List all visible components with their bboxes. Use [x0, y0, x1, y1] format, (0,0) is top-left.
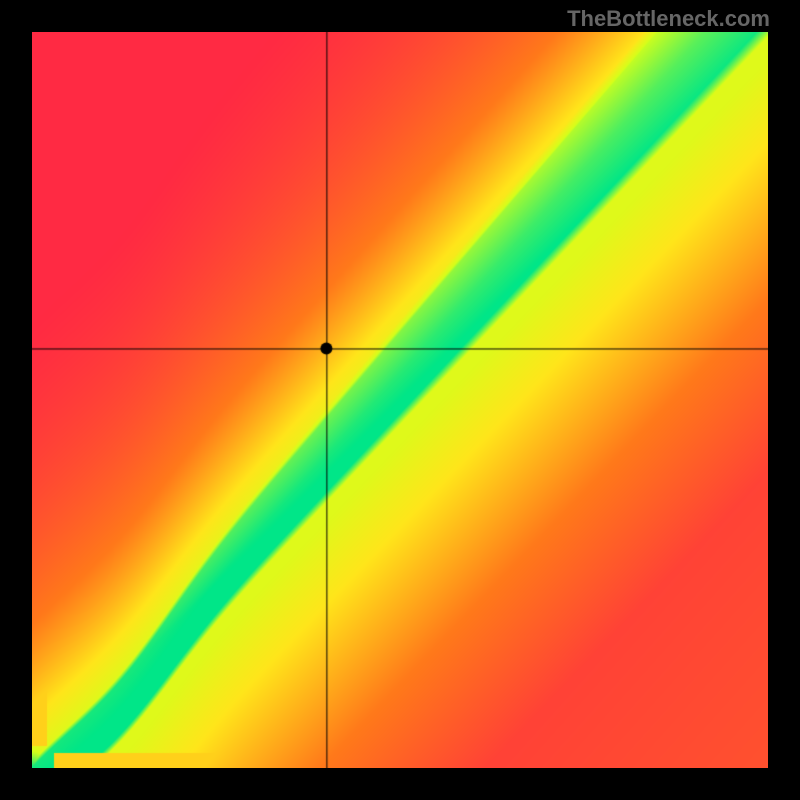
- chart-container: TheBottleneck.com: [0, 0, 800, 800]
- watermark-text: TheBottleneck.com: [567, 6, 770, 32]
- bottleneck-heatmap: [32, 32, 768, 768]
